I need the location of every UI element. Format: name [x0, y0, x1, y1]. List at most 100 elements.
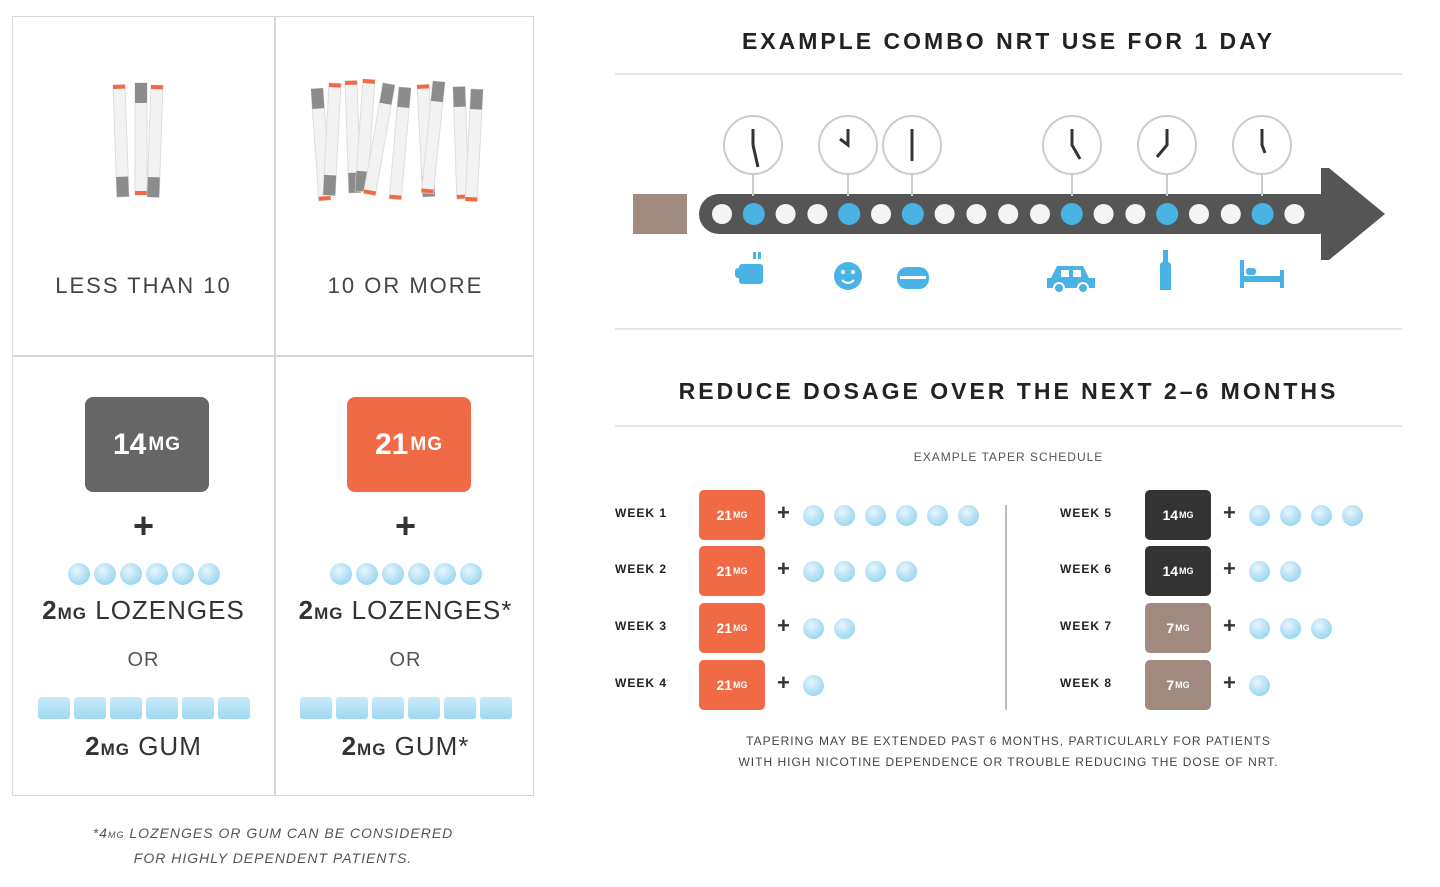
footnote-line-2: FOR HIGHLY DEPENDENT PATIENTS. — [133, 850, 413, 866]
gum-icon — [371, 697, 404, 719]
or-label: OR — [127, 649, 160, 671]
lozenge-dose-icon — [1251, 203, 1274, 225]
week-patch: 14 MG — [1145, 546, 1211, 596]
lozenge-icon — [197, 563, 220, 585]
gum-icon — [181, 697, 214, 719]
lozenge-icon — [171, 563, 194, 585]
lozenge-strength: 2 — [42, 595, 58, 625]
week-lozenges — [803, 618, 855, 639]
gum-strength: 2 — [341, 731, 358, 761]
few-cigarettes-icon — [112, 82, 164, 198]
lozenge-strength: 2 — [298, 595, 315, 625]
plus-sign: + — [777, 556, 790, 581]
patch-unit: MG — [148, 433, 181, 455]
footnote-prefix: *4 — [92, 825, 108, 841]
lozenge-icon — [407, 563, 430, 585]
lozenge-dose-icon — [838, 203, 861, 225]
lozenge-dots — [13, 563, 274, 585]
hour-marker-icon — [1284, 204, 1305, 224]
week-patch-dose: 21 — [716, 677, 733, 693]
lozenge-icon — [67, 563, 90, 585]
lozenges-label: 2MG LOZENGES — [13, 595, 274, 626]
gum-icon — [37, 697, 70, 719]
lozenge-dose-icon — [1060, 203, 1083, 225]
lozenges-label: 2MG LOZENGES* — [275, 595, 536, 626]
grid-divider-horizontal — [13, 355, 533, 357]
lozenge-icon — [1249, 618, 1270, 639]
hour-marker-icon — [998, 204, 1019, 224]
hour-marker-icon — [1125, 204, 1146, 224]
plus-sign: + — [777, 500, 790, 525]
cell-less-than-10: LESS THAN 10 — [13, 17, 274, 355]
lozenge-icon — [803, 561, 824, 582]
bed-icon — [1240, 260, 1284, 288]
lozenge-name: LOZENGES — [87, 595, 245, 625]
lozenge-icon — [119, 563, 142, 585]
gum-icon — [479, 697, 512, 719]
lozenge-icon — [433, 563, 456, 585]
plus-sign: + — [132, 505, 155, 546]
week-patch-unit: MG — [1179, 566, 1194, 576]
week-label: WEEK 2 — [615, 562, 668, 576]
clock-icon — [1137, 115, 1197, 196]
taper-note-line-2: WITH HIGH NICOTINE DEPENDENCE OR TROUBLE… — [738, 755, 1279, 769]
lozenge-icon — [93, 563, 116, 585]
clock-icon — [723, 115, 783, 196]
plus-sign: + — [394, 505, 417, 546]
week-patch: 21 MG — [699, 546, 765, 596]
gum-icon — [109, 697, 142, 719]
hour-marker-icon — [1220, 204, 1241, 224]
week-patch-dose: 21 — [716, 507, 733, 523]
gum-icon — [73, 697, 106, 719]
many-cigarettes-icon — [310, 78, 484, 203]
dosing-grid: LESS THAN 10 10 OR MORE 14 MG + — [12, 16, 534, 796]
patch-dose: 14 — [113, 427, 147, 461]
cell-10-or-more: 10 OR MORE — [275, 17, 536, 355]
plus-sign: + — [1223, 670, 1236, 695]
lozenge-icon — [1342, 505, 1363, 526]
lozenge-dose-icon — [742, 203, 765, 225]
food-icon — [897, 267, 929, 289]
hour-marker-icon — [712, 204, 732, 224]
lozenge-icon — [896, 561, 917, 582]
week-lozenges — [1249, 561, 1301, 582]
week-patch: 21 MG — [699, 490, 765, 540]
week-lozenges — [803, 561, 917, 582]
week-patch-unit: MG — [733, 566, 748, 576]
week-lozenges — [1249, 505, 1363, 526]
lozenge-dose-icon — [901, 203, 924, 225]
gum-label: 2MG GUM* — [275, 731, 536, 762]
gum-icon — [335, 697, 368, 719]
clock-icon — [818, 115, 878, 196]
lozenge-icon — [1249, 561, 1270, 582]
hour-marker-icon — [1189, 204, 1209, 224]
coffee-icon — [735, 252, 763, 284]
hour-marker-icon — [807, 204, 828, 224]
week-patch: 21 MG — [699, 603, 765, 653]
gum-icon — [217, 697, 250, 719]
week-patch: 14 MG — [1145, 490, 1211, 540]
lozenge-icon — [834, 505, 855, 526]
lozenge-icon — [896, 505, 917, 526]
timeline-arrow — [699, 194, 1339, 234]
grid-divider-vertical — [274, 17, 276, 795]
week-patch: 21 MG — [699, 660, 765, 710]
hour-marker-icon — [775, 204, 796, 224]
week-patch: 7 MG — [1145, 660, 1211, 710]
week-label: WEEK 4 — [615, 676, 668, 690]
week-patch-dose: 21 — [716, 620, 733, 636]
week-row: WEEK 6 14 MG + — [1060, 546, 1420, 596]
lozenge-dots — [275, 563, 536, 585]
lozenge-icon — [958, 505, 979, 526]
lozenge-unit: MG — [314, 604, 344, 623]
gum-icon — [145, 697, 178, 719]
week-patch-dose: 7 — [1166, 677, 1175, 693]
lozenge-icon — [355, 563, 378, 585]
week-patch-unit: MG — [733, 510, 748, 520]
week-label: WEEK 6 — [1060, 562, 1113, 576]
lozenge-icon — [834, 561, 855, 582]
hour-marker-icon — [966, 204, 987, 224]
lozenge-icon — [329, 563, 352, 585]
week-lozenges — [803, 675, 824, 696]
hour-marker-icon — [871, 204, 891, 224]
